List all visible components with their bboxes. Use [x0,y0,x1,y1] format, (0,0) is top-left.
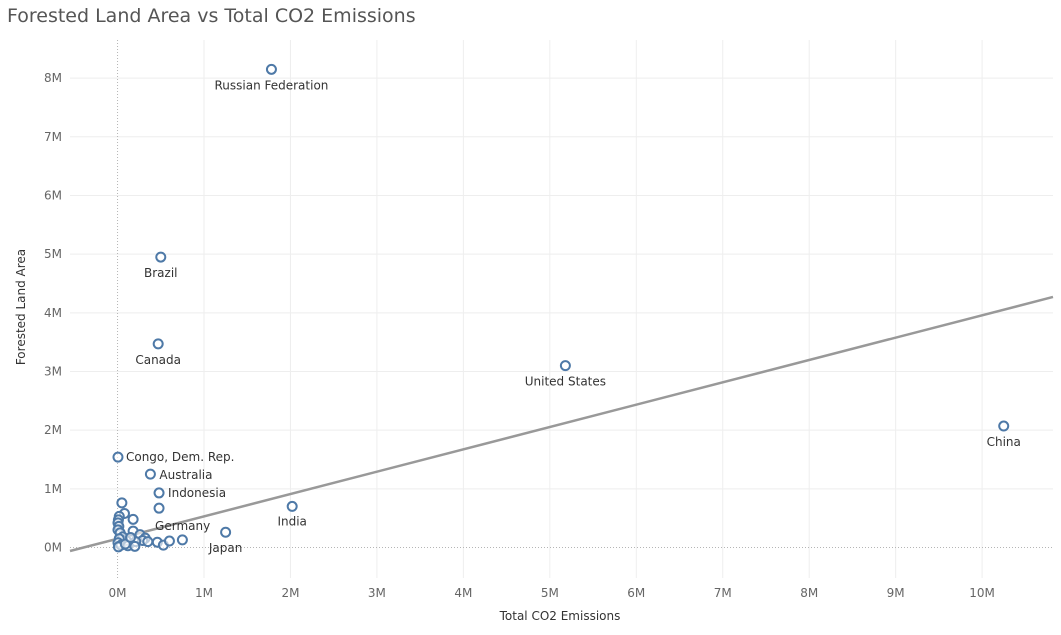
data-point[interactable] [286,500,298,512]
x-tick-label: 0M [109,586,127,600]
data-point[interactable] [155,251,167,263]
data-point[interactable] [112,451,124,463]
zero-lines [70,40,1053,578]
x-tick-label: 9M [887,586,905,600]
data-point[interactable] [125,532,137,544]
x-axis-label: Total CO2 Emissions [499,609,621,623]
x-tick-label: 8M [800,586,818,600]
x-tick-label: 10M [969,586,995,600]
trend-line [69,295,1054,553]
point-label: United States [525,375,606,389]
point-label: Brazil [144,266,178,280]
y-tick-label: 6M [44,188,62,202]
y-tick-label: 5M [44,247,62,261]
data-point[interactable] [129,540,141,552]
point-label: India [277,514,306,528]
y-tick-label: 2M [44,423,62,437]
point-label: Australia [159,468,212,482]
data-point[interactable] [559,360,571,372]
point-label: Japan [208,541,242,555]
data-point[interactable] [163,535,175,547]
y-tick-label: 0M [44,540,62,554]
x-tick-label: 2M [281,586,299,600]
data-point[interactable] [153,502,165,514]
point-label: Congo, Dem. Rep. [126,450,234,464]
y-tick-label: 1M [44,482,62,496]
point-label: Canada [135,353,181,367]
x-axis-ticks: 0M 1M 2M 3M 4M 5M 6M 7M 8M 9M 10M [109,586,995,600]
data-point[interactable] [142,536,154,548]
data-point[interactable] [144,468,156,480]
x-tick-label: 6M [627,586,645,600]
trend-line-group [69,295,1054,553]
y-tick-label: 3M [44,364,62,378]
point-label: Germany [155,519,210,533]
point-label: Indonesia [168,486,226,500]
y-tick-label: 7M [44,130,62,144]
x-tick-label: 5M [541,586,559,600]
y-tick-label: 8M [44,71,62,85]
data-point[interactable] [127,513,139,525]
chart-title: Forested Land Area vs Total CO2 Emission… [7,5,416,27]
x-tick-label: 4M [454,586,472,600]
grid [70,40,1053,578]
y-tick-label: 4M [44,306,62,320]
point-label: China [987,435,1021,449]
x-tick-label: 1M [195,586,213,600]
data-point[interactable] [153,487,165,499]
y-axis-label: Forested Land Area [14,249,28,365]
data-point[interactable] [176,534,188,546]
y-axis-ticks: 0M 1M 2M 3M 4M 5M 6M 7M 8M [44,71,62,554]
data-point[interactable] [152,338,164,350]
points-group: Russian Federation Brazil Canada United Sta… [112,63,1021,555]
x-tick-label: 3M [368,586,386,600]
data-point[interactable] [265,63,277,75]
x-tick-label: 7M [714,586,732,600]
data-point[interactable] [220,526,232,538]
point-label: Russian Federation [214,78,328,92]
data-point[interactable] [998,420,1010,432]
data-point[interactable] [116,497,128,509]
